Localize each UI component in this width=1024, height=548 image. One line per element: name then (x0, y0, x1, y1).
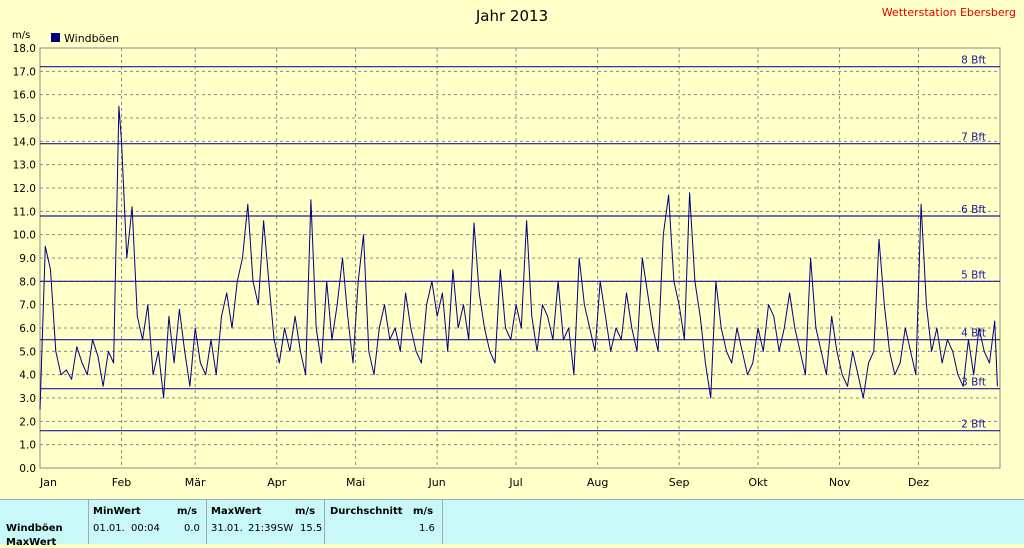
max-direction: SW (277, 523, 294, 534)
x-tick-label: Aug (587, 476, 608, 489)
stats-divider (206, 500, 207, 544)
wind-chart: 2 Bft 3 Bft 4 Bft 5 Bft 6 Bft 7 Bft 8 Bft 0.0 1… (12, 6, 1016, 489)
stats-divider (88, 500, 89, 544)
y-tick-label: 14.0 (13, 136, 36, 148)
legend-swatch (51, 33, 60, 42)
chart-title: Jahr 2013 (475, 7, 548, 25)
avg-value: 1.6 (419, 523, 435, 534)
x-tick-label: Jan (39, 476, 57, 489)
grid (40, 48, 1000, 468)
y-tick-label: 3.0 (19, 393, 36, 405)
min-header: MinWert (93, 506, 141, 517)
beaufort-lines: 2 Bft 3 Bft 4 Bft 5 Bft 6 Bft 7 Bft 8 Bft (40, 55, 1000, 432)
y-tick-label: 13.0 (13, 160, 36, 172)
y-tick-label: 16.0 (13, 90, 36, 102)
stats-divider (442, 500, 443, 544)
beaufort-label: 6 Bft (961, 204, 986, 216)
avg-unit: m/s (413, 506, 434, 517)
stats-row-label: Windböen (6, 523, 63, 534)
x-tick-label: Dez (908, 476, 929, 489)
y-tick-label: 11.0 (13, 206, 36, 218)
stats-divider (324, 500, 325, 544)
y-tick-label: 7.0 (19, 300, 36, 312)
min-value: 0.0 (184, 523, 200, 534)
max-date: 31.01. (211, 523, 243, 534)
x-tick-label: Okt (748, 476, 768, 489)
x-tick-label: Mai (346, 476, 365, 489)
beaufort-label: 8 Bft (961, 55, 986, 67)
beaufort-label: 3 Bft (961, 377, 986, 389)
x-tick-label: Feb (112, 476, 131, 489)
x-tick-label: Mär (185, 476, 206, 489)
y-tick-label: 10.0 (13, 230, 36, 242)
legend-label: Windböen (64, 32, 119, 45)
max-header: MaxWert (211, 506, 262, 517)
y-tick-label: 1.0 (19, 440, 36, 452)
y-tick-labels: 0.0 1.0 2.0 3.0 4.0 5.0 6.0 7.0 8.0 9.0 10.0 11.0 12… (13, 43, 36, 475)
max-value: 15.5 (300, 523, 323, 534)
y-tick-label: 18.0 (13, 43, 36, 55)
stats-panel: MinWert m/s MaxWert m/s Durchschnitt m/s… (0, 499, 1024, 548)
x-tick-label: Apr (267, 476, 287, 489)
beaufort-label: 7 Bft (961, 132, 986, 144)
y-tick-label: 5.0 (19, 346, 36, 358)
max-unit: m/s (295, 506, 316, 517)
y-tick-label: 15.0 (13, 113, 36, 125)
max-time: 21:39 (248, 523, 277, 534)
y-tick-label: 12.0 (13, 183, 36, 195)
min-time: 00:04 (131, 523, 160, 534)
avg-header: Durchschnitt (330, 506, 403, 517)
y-tick-label: 0.0 (19, 463, 36, 475)
y-tick-label: 6.0 (19, 323, 36, 335)
y-axis-label: m/s (12, 30, 30, 41)
min-date: 01.01. (93, 523, 125, 534)
beaufort-label: 4 Bft (961, 328, 986, 340)
x-tick-label: Sep (669, 476, 690, 489)
x-tick-label: Jun (428, 476, 446, 489)
min-unit: m/s (177, 506, 198, 517)
x-tick-label: Nov (829, 476, 851, 489)
series-layer (39, 105, 998, 410)
y-tick-label: 4.0 (19, 370, 36, 382)
y-tick-label: 9.0 (19, 253, 36, 265)
y-tick-label: 2.0 (19, 416, 36, 428)
beaufort-label: 5 Bft (961, 269, 986, 281)
x-tick-labels: Jan Feb Mär Apr Mai Jun Jul Aug Sep Okt Nov Dez (39, 476, 929, 489)
station-name: Wetterstation Ebersberg (882, 6, 1016, 19)
y-tick-label: 17.0 (13, 66, 36, 78)
beaufort-label: 2 Bft (961, 419, 986, 431)
y-tick-label: 8.0 (19, 276, 36, 288)
x-tick-label: Jul (508, 476, 522, 489)
series-line-windboeen (39, 105, 998, 410)
